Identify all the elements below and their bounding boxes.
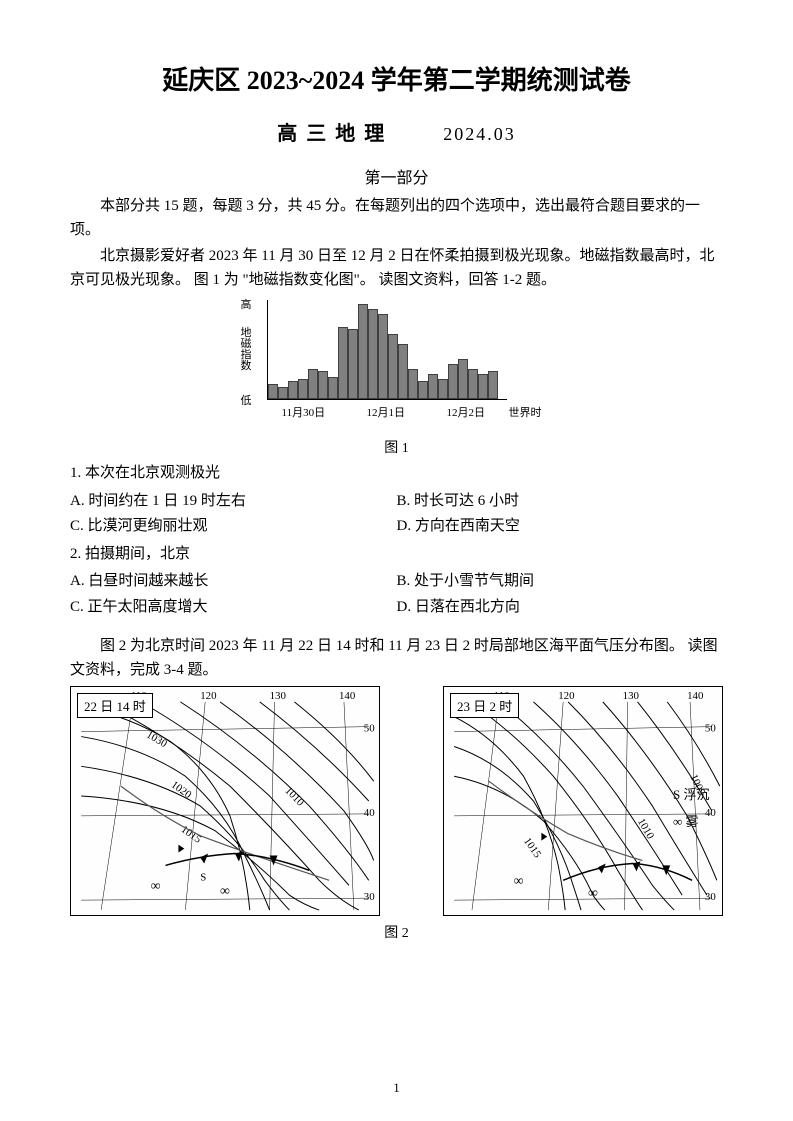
y-label-low: 低 xyxy=(241,392,252,408)
q2-options-row1: A. 白昼时间越来越长 B. 处于小雪节气期间 xyxy=(70,569,723,595)
chart2-caption: 图 2 xyxy=(70,922,723,942)
svg-text:30: 30 xyxy=(364,891,375,903)
svg-text:1010: 1010 xyxy=(635,816,657,841)
q2-option-d: D. 日落在西北方向 xyxy=(397,595,724,621)
legend-float: S 浮沉 xyxy=(673,784,728,803)
chart1-caption: 图 1 xyxy=(70,437,723,457)
chart-bar xyxy=(368,309,378,399)
q1-option-b: B. 时长可达 6 小时 xyxy=(397,489,724,515)
chart-bar xyxy=(268,384,278,399)
chart-bar xyxy=(338,327,348,399)
chart-bar xyxy=(438,379,448,399)
map-right-label: 23 日 2 时 xyxy=(450,693,519,718)
chart-bar xyxy=(378,314,388,399)
chart-bar xyxy=(448,364,458,399)
map-left: 22 日 14 时 110 120 130 140 50 40 30 xyxy=(70,686,380,916)
q2-stem: 2. 拍摄期间，北京 xyxy=(70,542,723,568)
chart-bar xyxy=(308,369,318,399)
chart-bar xyxy=(328,377,338,399)
svg-text:50: 50 xyxy=(364,723,375,735)
map-legend: S 浮沉 ∞ 雾 xyxy=(673,776,728,838)
svg-text:130: 130 xyxy=(623,690,640,702)
x-label-0: 11月30日 xyxy=(282,404,326,420)
svg-text:1030: 1030 xyxy=(144,729,169,751)
q1-option-c: C. 比漠河更绚丽壮观 xyxy=(70,514,397,540)
geomagnetic-bar-chart: 高 地磁指数 低 11月30日 12月1日 12月2日 世界时 xyxy=(267,300,527,430)
q1-options-row1: A. 时间约在 1 日 19 时左右 B. 时长可达 6 小时 xyxy=(70,489,723,515)
x-unit: 世界时 xyxy=(509,404,542,420)
svg-text:40: 40 xyxy=(364,807,375,819)
map-section: 图 2 为北京时间 2023 年 11 月 22 日 14 时和 11 月 23… xyxy=(70,634,723,942)
svg-text:50: 50 xyxy=(705,723,716,735)
svg-text:∞: ∞ xyxy=(588,886,598,901)
chart-bar xyxy=(298,379,308,399)
chart-bar xyxy=(428,374,438,399)
context1-text: 北京摄影爱好者 2023 年 11 月 30 日至 12 月 2 日在怀柔拍摄到… xyxy=(70,244,723,292)
svg-text:140: 140 xyxy=(687,690,704,702)
q1-option-a: A. 时间约在 1 日 19 时左右 xyxy=(70,489,397,515)
svg-text:∞: ∞ xyxy=(220,884,230,899)
chart1-container: 高 地磁指数 低 11月30日 12月1日 12月2日 世界时 图 1 xyxy=(70,300,723,457)
q2-option-a: A. 白昼时间越来越长 xyxy=(70,569,397,595)
y-label-mid: 地磁指数 xyxy=(241,328,252,372)
subtitle-row: 高 三 地 理 2024.03 xyxy=(70,117,723,146)
context2-text: 图 2 为北京时间 2023 年 11 月 22 日 14 时和 11 月 23… xyxy=(70,634,723,682)
q1-option-d: D. 方向在西南天空 xyxy=(397,514,724,540)
svg-text:S: S xyxy=(200,871,206,883)
svg-text:∞: ∞ xyxy=(151,879,161,894)
exam-title: 延庆区 2023~2024 学年第二学期统测试卷 xyxy=(70,60,723,97)
q2-options-row2: C. 正午太阳高度增大 D. 日落在西北方向 xyxy=(70,595,723,621)
legend-fog: ∞ 雾 xyxy=(673,811,728,830)
q2-option-b: B. 处于小雪节气期间 xyxy=(397,569,724,595)
x-label-2: 12月2日 xyxy=(447,404,486,420)
svg-text:1010: 1010 xyxy=(282,785,306,809)
svg-text:∞: ∞ xyxy=(514,874,524,889)
subject-label: 高 三 地 理 xyxy=(277,123,386,145)
chart-bar xyxy=(408,369,418,399)
svg-text:140: 140 xyxy=(339,690,356,702)
q1-options-row2: C. 比漠河更绚丽壮观 D. 方向在西南天空 xyxy=(70,514,723,540)
map-left-svg: 110 120 130 140 50 40 30 xyxy=(71,687,379,915)
exam-date: 2024.03 xyxy=(443,124,516,145)
chart-bar xyxy=(458,359,468,399)
chart-bar xyxy=(488,371,498,399)
svg-text:30: 30 xyxy=(705,891,716,903)
maps-container: 22 日 14 时 110 120 130 140 50 40 30 xyxy=(70,686,723,916)
chart-bar xyxy=(348,329,358,399)
y-label-high: 高 xyxy=(241,296,252,312)
q1-stem: 1. 本次在北京观测极光 xyxy=(70,461,723,487)
svg-text:1020: 1020 xyxy=(169,779,194,802)
chart-bar xyxy=(318,371,328,399)
svg-text:120: 120 xyxy=(200,690,217,702)
chart-bar xyxy=(288,381,298,399)
q2-option-c: C. 正午太阳高度增大 xyxy=(70,595,397,621)
x-label-1: 12月1日 xyxy=(367,404,406,420)
chart-bar xyxy=(278,387,288,399)
page-number: 1 xyxy=(393,1080,400,1096)
chart-bar xyxy=(398,344,408,399)
map-left-label: 22 日 14 时 xyxy=(77,693,153,718)
svg-text:120: 120 xyxy=(558,690,575,702)
chart-bar xyxy=(388,334,398,399)
chart-bar xyxy=(358,304,368,399)
svg-text:1015: 1015 xyxy=(521,835,544,860)
chart-bar xyxy=(468,369,478,399)
instructions-text: 本部分共 15 题，每题 3 分，共 45 分。在每题列出的四个选项中，选出最符… xyxy=(70,194,723,242)
section-header: 第一部分 xyxy=(70,164,723,188)
chart-bar xyxy=(418,381,428,399)
svg-text:130: 130 xyxy=(270,690,287,702)
chart-bar xyxy=(478,374,488,399)
chart-bars-area xyxy=(267,300,507,400)
